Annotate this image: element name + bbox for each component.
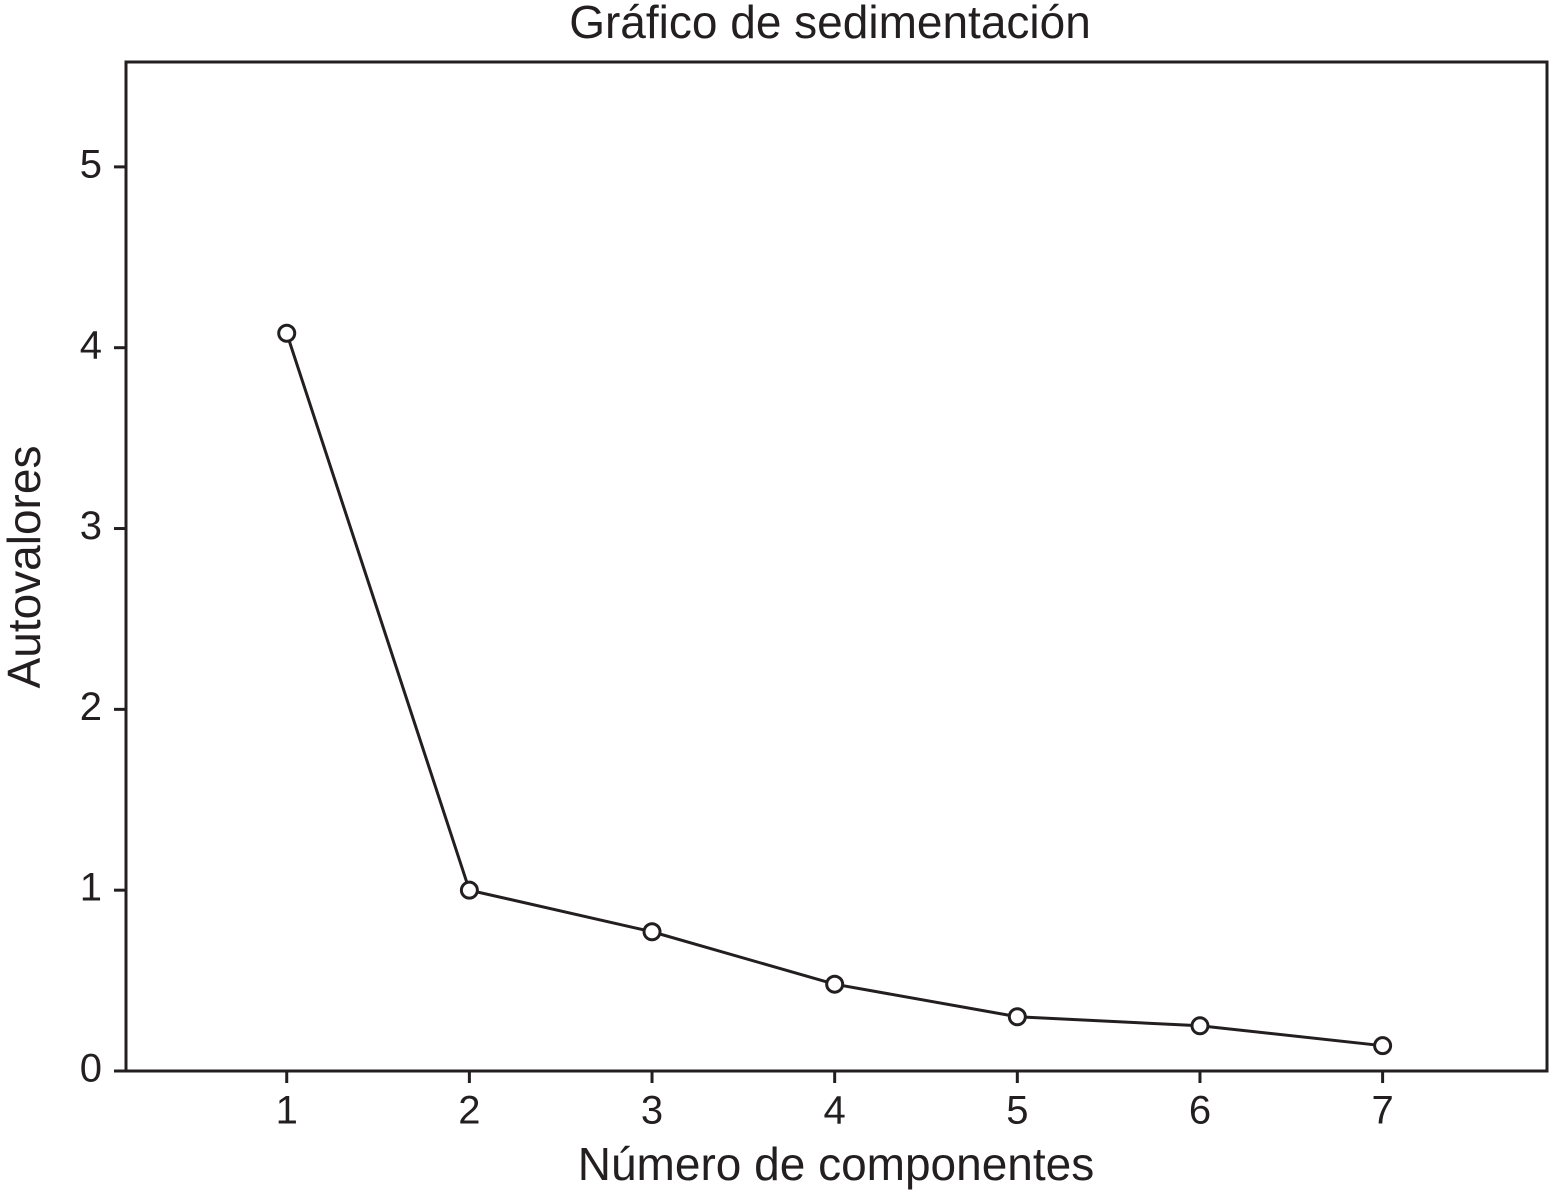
y-tick-label: 0 [80, 1047, 102, 1091]
y-axis-label: Autovalores [0, 446, 50, 689]
data-point [1190, 1016, 1210, 1036]
x-tick-label: 7 [1371, 1089, 1393, 1133]
data-point [825, 974, 845, 994]
y-tick-label: 1 [80, 866, 102, 910]
x-axis-label: Número de componentes [578, 1138, 1095, 1190]
x-tick-label: 1 [276, 1089, 298, 1133]
x-tick-label: 2 [458, 1089, 480, 1133]
data-point [642, 922, 662, 942]
x-tick-label: 4 [824, 1089, 846, 1133]
y-tick-label: 5 [80, 142, 102, 186]
chart-title: Gráfico de sedimentación [569, 0, 1091, 48]
data-point [277, 323, 297, 343]
y-tick-label: 3 [80, 504, 102, 548]
data-point [1373, 1036, 1393, 1056]
y-tick-label: 4 [80, 323, 102, 367]
data-line [285, 332, 1383, 1048]
data-point [1007, 1007, 1027, 1027]
y-tick-label: 2 [80, 685, 102, 729]
data-point [459, 880, 479, 900]
x-tick-label: 5 [1006, 1089, 1028, 1133]
x-tick-label: 3 [641, 1089, 663, 1133]
x-tick-label: 6 [1189, 1089, 1211, 1133]
plot-frame [124, 60, 1549, 1073]
